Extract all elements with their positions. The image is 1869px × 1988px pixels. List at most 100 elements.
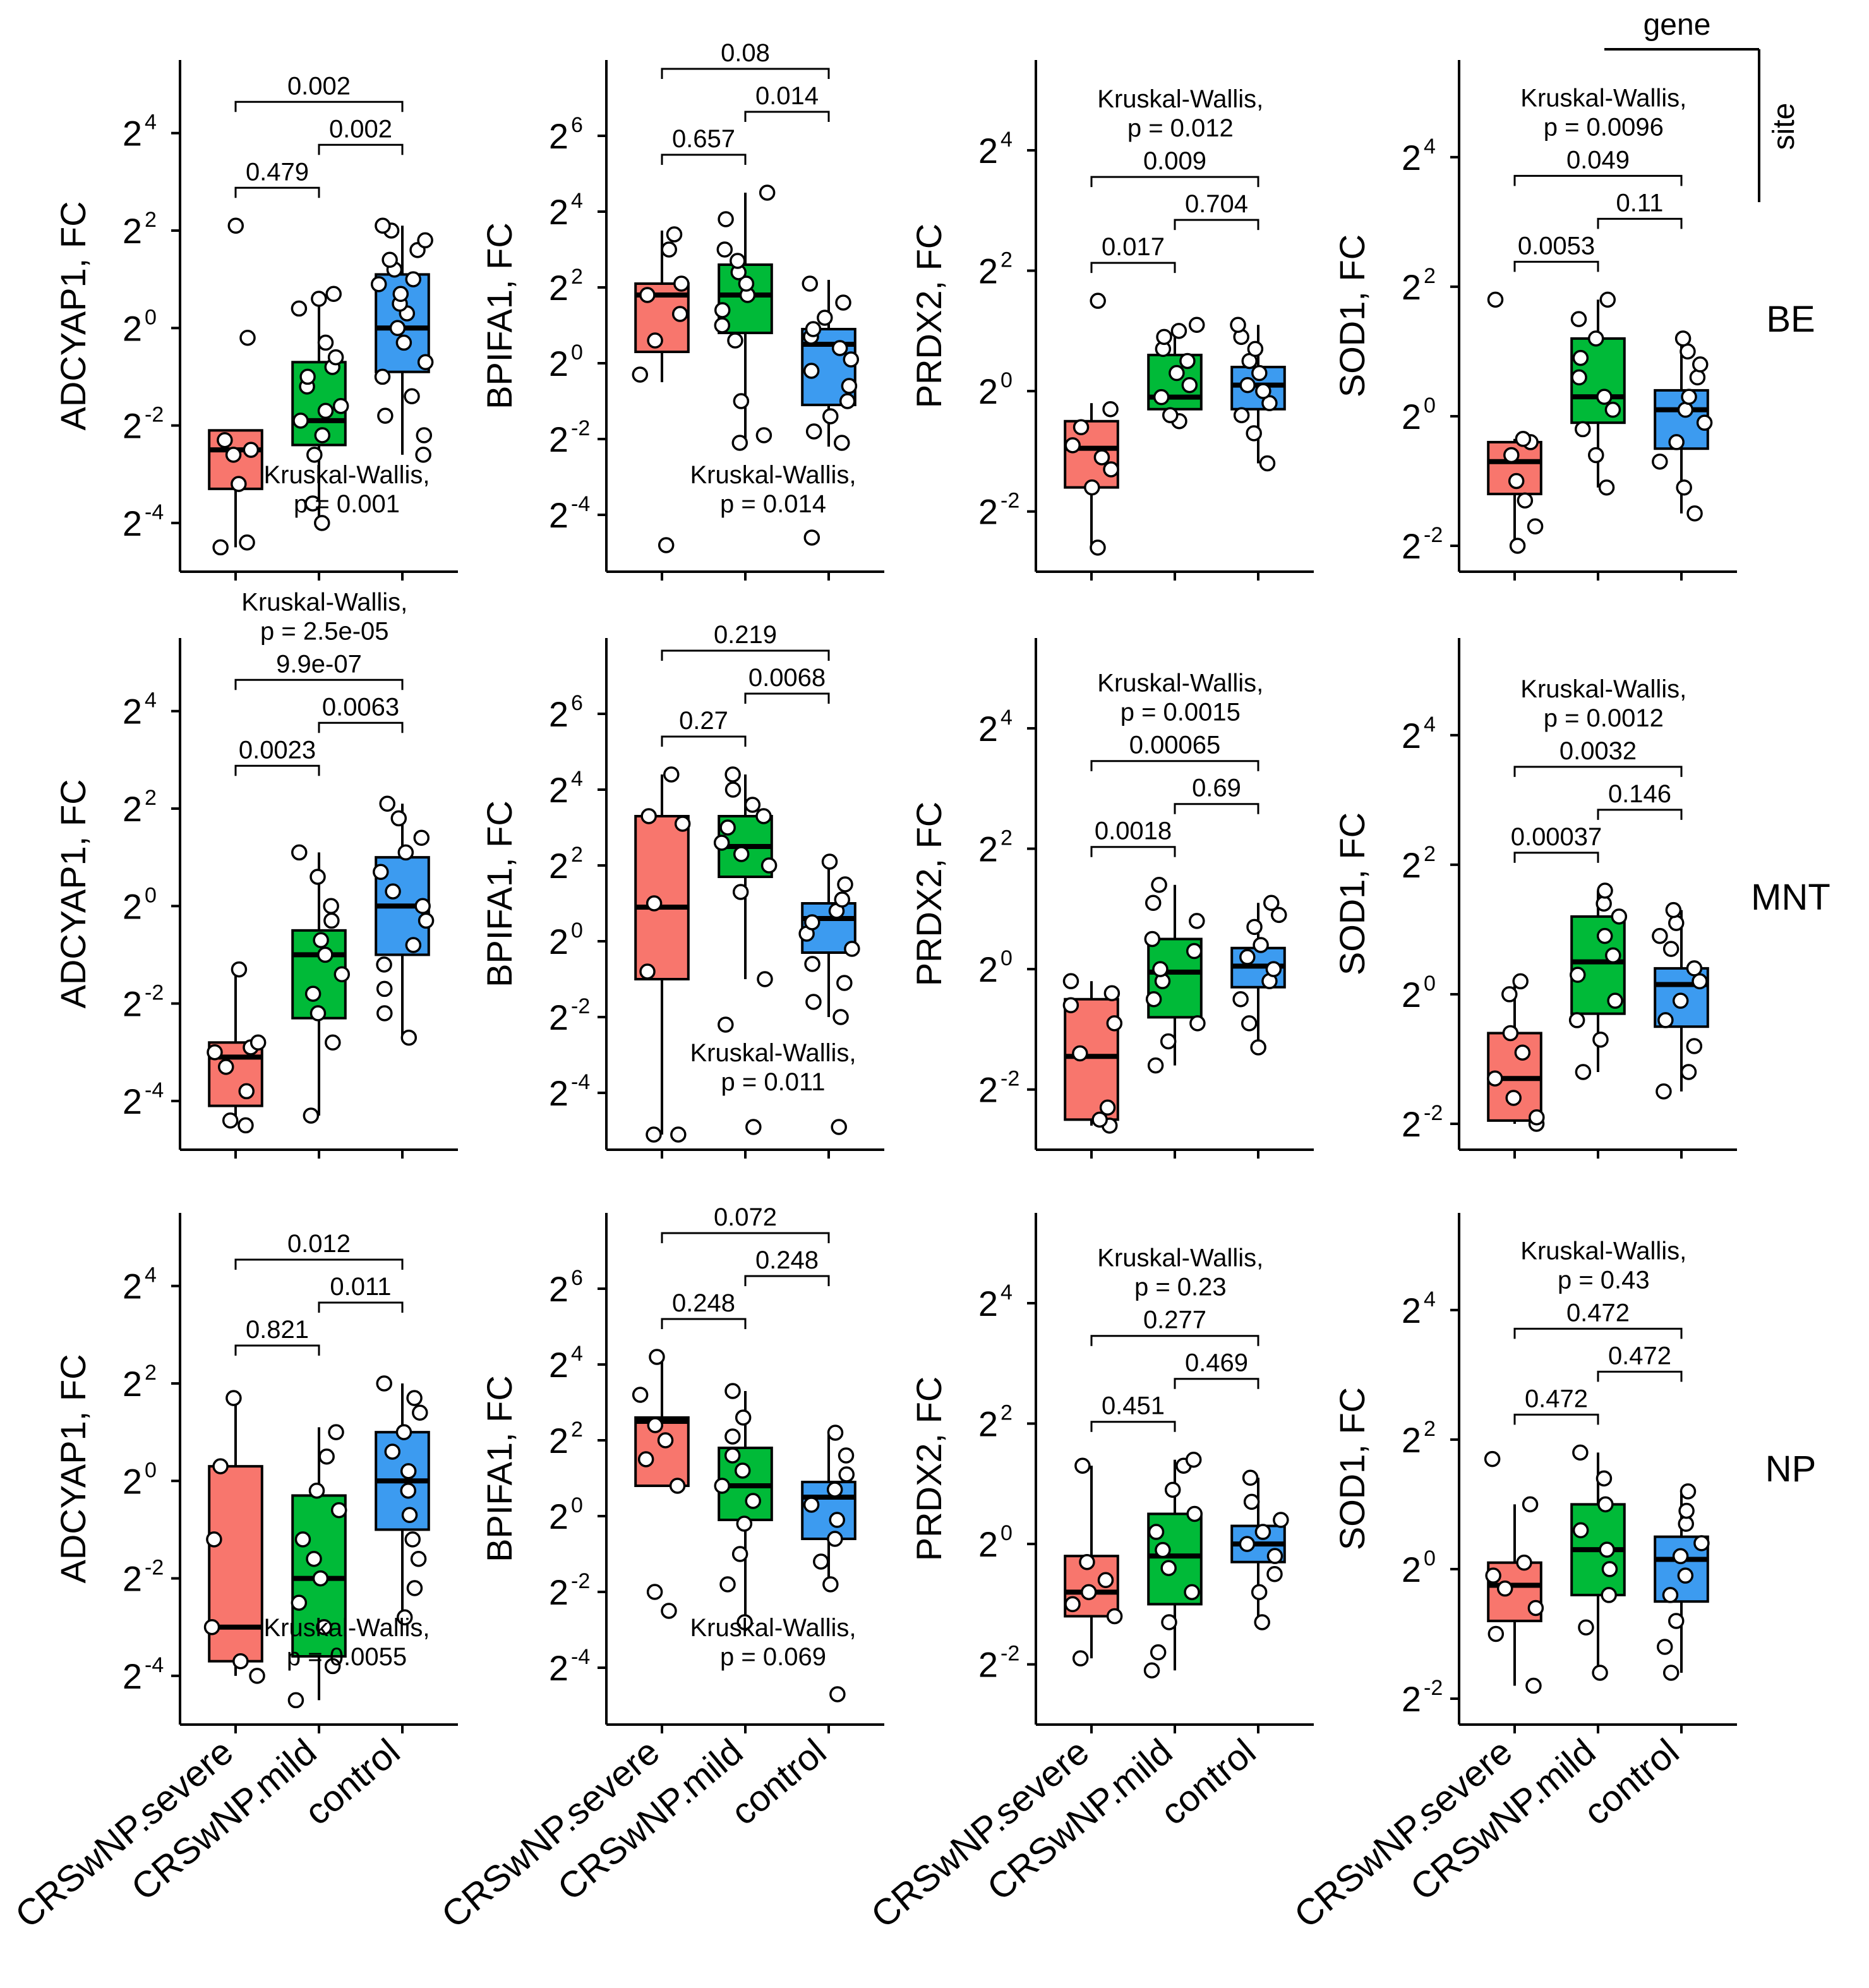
y-tick-label: 2 <box>1402 1679 1421 1719</box>
data-point <box>1677 1567 1694 1584</box>
data-point <box>632 1387 649 1403</box>
data-point <box>671 306 688 322</box>
y-axis-label: SOD1, FC <box>1332 234 1372 397</box>
data-point <box>400 1029 418 1046</box>
data-point <box>803 363 820 379</box>
data-point <box>1665 901 1682 919</box>
data-point <box>838 1447 855 1464</box>
data-point <box>1273 1512 1289 1528</box>
y-tick-label: 2 <box>549 1269 568 1309</box>
data-point <box>249 1668 265 1684</box>
y-tick-label: 2 <box>123 114 142 154</box>
data-point <box>306 1550 322 1567</box>
bracket-p-value: 0.219 <box>714 621 777 649</box>
data-point <box>733 846 750 862</box>
data-point <box>802 275 818 292</box>
y-tick-exponent: -2 <box>1424 1676 1443 1700</box>
y-tick-exponent: -2 <box>1001 1067 1019 1091</box>
significance-bracket <box>661 154 747 165</box>
bracket-p-value: 0.472 <box>1608 1342 1671 1370</box>
y-tick-label: 2 <box>549 997 568 1037</box>
y-tick-label: 2 <box>123 1461 142 1501</box>
significance-bracket <box>234 186 320 198</box>
data-point <box>1692 973 1708 990</box>
bracket-p-value: 0.472 <box>1525 1385 1588 1413</box>
data-point <box>1232 991 1249 1008</box>
y-tick-label: 2 <box>1402 975 1421 1015</box>
data-point <box>735 1409 752 1426</box>
y-tick-exponent: 0 <box>1424 972 1436 996</box>
data-point <box>212 539 229 556</box>
significance-bracket <box>318 1301 404 1313</box>
data-point <box>760 857 778 874</box>
data-point <box>1093 449 1110 466</box>
data-point <box>1250 1039 1266 1056</box>
data-point <box>225 447 242 463</box>
kruskal-wallis-title: Kruskal-Wallis, <box>690 1614 856 1642</box>
data-point <box>647 1417 664 1433</box>
y-tick-exponent: -4 <box>145 1078 164 1102</box>
significance-bracket <box>1090 846 1176 857</box>
y-tick-exponent: 2 <box>1001 1401 1013 1425</box>
data-point <box>1179 352 1196 370</box>
y-tick-exponent: 4 <box>1424 135 1436 159</box>
data-point <box>239 329 256 346</box>
data-point <box>1254 1524 1271 1540</box>
data-point <box>1239 377 1256 394</box>
data-point <box>238 1083 255 1100</box>
data-point <box>718 211 734 227</box>
bracket-p-value: 0.704 <box>1185 190 1248 218</box>
kruskal-wallis-p: p = 0.012 <box>1127 114 1234 142</box>
y-tick-label: 2 <box>978 1524 998 1564</box>
data-point <box>413 829 430 846</box>
y-tick-label: 2 <box>1402 138 1421 178</box>
y-axis-label: SOD1, FC <box>1332 812 1372 975</box>
significance-bracket <box>1597 1370 1683 1382</box>
data-point <box>714 317 731 334</box>
data-point <box>839 393 856 409</box>
data-point <box>377 407 394 424</box>
facet-row-label: site <box>1767 103 1801 150</box>
y-tick-exponent: -4 <box>571 1645 590 1669</box>
y-tick-label: 2 <box>549 1345 568 1385</box>
y-tick-exponent: 4 <box>1424 1287 1436 1311</box>
kruskal-wallis-title: Kruskal-Wallis, <box>264 461 430 489</box>
data-point <box>1090 539 1106 556</box>
significance-bracket <box>1597 809 1683 820</box>
data-point <box>1496 1580 1513 1597</box>
data-point <box>733 393 750 409</box>
significance-bracket <box>744 111 830 122</box>
data-point <box>287 1692 304 1709</box>
y-tick-exponent: 2 <box>145 786 157 810</box>
data-point <box>1588 447 1604 464</box>
data-point <box>303 1107 320 1124</box>
y-tick-label: 2 <box>549 1497 568 1536</box>
data-point <box>416 427 433 443</box>
data-point <box>661 1603 677 1619</box>
data-point <box>1485 1567 1501 1584</box>
data-point <box>1263 895 1280 912</box>
data-point <box>373 864 389 881</box>
y-tick-exponent: -4 <box>571 492 590 516</box>
y-tick-exponent: 4 <box>571 189 583 213</box>
data-point <box>316 1618 332 1636</box>
data-point <box>227 217 244 234</box>
significance-bracket <box>1597 217 1683 229</box>
significance-bracket <box>661 68 830 79</box>
data-point <box>837 876 853 893</box>
data-point <box>718 1016 734 1033</box>
data-point <box>392 286 409 303</box>
y-axis-label: BPIFA1, FC <box>479 1375 519 1562</box>
data-point <box>844 941 860 957</box>
y-tick-label: 2 <box>1402 1550 1421 1589</box>
data-point <box>1599 291 1616 308</box>
data-point <box>1662 941 1680 957</box>
y-axis-label: BPIFA1, FC <box>479 222 519 409</box>
data-point <box>1592 1031 1609 1048</box>
x-tick-label: control <box>1576 1731 1686 1833</box>
data-point <box>835 294 851 311</box>
data-point <box>1692 356 1709 373</box>
y-tick-label: 2 <box>123 406 142 446</box>
data-point <box>1074 1457 1091 1474</box>
